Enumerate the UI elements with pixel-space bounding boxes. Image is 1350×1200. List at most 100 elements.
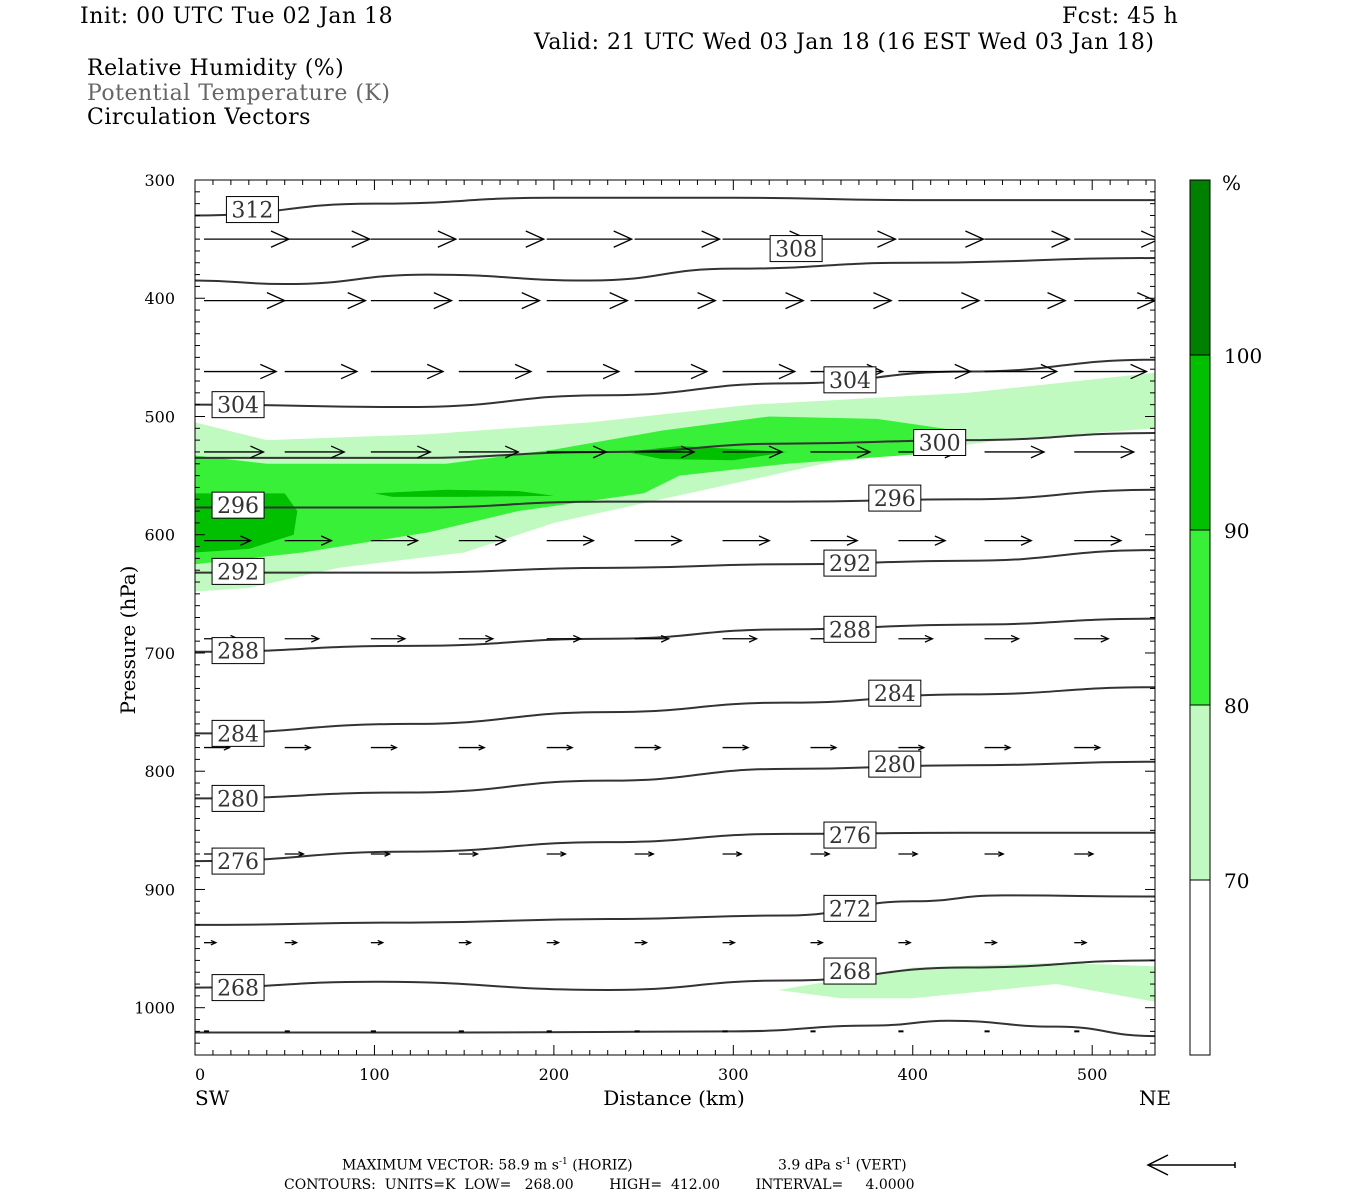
init-time: Init: 00 UTC Tue 02 Jan 18 xyxy=(80,4,394,29)
circulation-vector xyxy=(810,939,824,946)
x-tick-label: 100 xyxy=(359,1065,390,1084)
circulation-vector xyxy=(1074,939,1088,946)
x-tick-label: 300 xyxy=(718,1065,749,1084)
circulation-vector xyxy=(284,363,359,380)
y-tick-label: 700 xyxy=(144,644,175,663)
legend-rh: Relative Humidity (%) xyxy=(87,56,345,81)
circulation-vector xyxy=(1074,851,1095,857)
circulation-vector xyxy=(546,634,583,643)
x-tick-label: 400 xyxy=(897,1065,928,1084)
theta-contour-296 xyxy=(195,488,1155,509)
contour-label-text: 296 xyxy=(874,487,916,512)
circulation-vector xyxy=(810,851,831,857)
theta-contour-272 xyxy=(195,894,1155,926)
contour-label-300: 300 xyxy=(913,429,967,457)
contour-label-text: 308 xyxy=(775,238,817,263)
contour-label-272: 272 xyxy=(823,894,877,922)
circulation-vector xyxy=(1074,445,1136,459)
circulation-vector xyxy=(634,292,717,310)
circulation-vector xyxy=(722,939,737,946)
theta-contour-280 xyxy=(195,760,1155,800)
circulation-vector xyxy=(898,292,981,310)
contour-label-276: 276 xyxy=(211,847,265,875)
circulation-vector xyxy=(898,851,919,857)
circulation-vector xyxy=(546,744,574,751)
theta-contour-268 xyxy=(195,959,1155,991)
circulation-vector xyxy=(634,363,709,380)
circulation-vector xyxy=(284,939,299,946)
circulation-vector xyxy=(284,535,334,546)
circulation-vector xyxy=(634,230,722,248)
circulation-vector xyxy=(898,634,934,643)
contour-label-text: 276 xyxy=(829,824,871,849)
circulation-vector xyxy=(1074,634,1110,643)
y-tick-label: 800 xyxy=(144,762,175,781)
contour-label-text: 304 xyxy=(217,394,259,419)
contour-label-text: 280 xyxy=(874,753,916,778)
circulation-vector xyxy=(284,230,372,248)
circulation-vector xyxy=(1074,230,1155,248)
circulation-vector xyxy=(984,744,1012,751)
valid-time: Valid: 21 UTC Wed 03 Jan 18 (16 EST Wed … xyxy=(534,30,1155,55)
circulation-vector xyxy=(203,230,291,248)
circulation-vector xyxy=(458,939,473,946)
circulation-vector xyxy=(722,535,771,546)
y-axis-label: Pressure (hPa) xyxy=(116,566,140,715)
colorbar-70-80 xyxy=(1190,705,1210,880)
contour-label-text: 292 xyxy=(217,560,259,585)
y-tick-label: 300 xyxy=(144,171,175,190)
y-tick-label: 500 xyxy=(144,407,175,426)
circulation-vector xyxy=(984,939,999,946)
circulation-vector xyxy=(370,230,458,248)
circulation-vector xyxy=(810,230,898,248)
x-end-right-label: NE xyxy=(1139,1086,1171,1110)
contour-label-292: 292 xyxy=(211,557,265,585)
circulation-vector xyxy=(634,634,671,643)
colorbar-level-70: 70 xyxy=(1224,869,1249,893)
circulation-vector xyxy=(458,851,480,857)
x-axis-label: Distance (km) xyxy=(603,1086,745,1110)
colorbar-below-70 xyxy=(1190,880,1210,1055)
rh-region-70-80 xyxy=(778,962,1155,1002)
circulation-vector xyxy=(810,292,893,310)
circulation-vector xyxy=(458,363,533,380)
circulation-vector xyxy=(203,535,253,546)
circulation-vector xyxy=(546,535,596,546)
y-tick-label: 400 xyxy=(144,289,175,308)
footer-contours: CONTOURS: UNITS=K LOW= 268.00 HIGH= 412.… xyxy=(284,1177,915,1193)
contour-label-text: 268 xyxy=(829,960,871,985)
circulation-vector xyxy=(203,939,218,946)
colorbar-level-80: 80 xyxy=(1224,694,1249,718)
circulation-vector xyxy=(634,535,683,546)
circulation-vector xyxy=(634,851,655,857)
circulation-vector xyxy=(1074,744,1102,751)
circulation-vector xyxy=(546,292,630,310)
rh-shading-layer xyxy=(195,372,1155,1002)
circulation-vector xyxy=(458,292,542,310)
theta-contour-284 xyxy=(195,686,1155,735)
circulation-vector xyxy=(984,230,1072,248)
circulation-vector xyxy=(458,445,520,459)
colorbar-level-100: 100 xyxy=(1224,344,1262,368)
circulation-vector xyxy=(898,939,912,946)
axes-layer: 300 400 500 600 700 800 900 1000 0 100 200 300 400 50… xyxy=(134,171,1155,1084)
theta-contour-276 xyxy=(195,831,1155,863)
legend-vectors: Circulation Vectors xyxy=(87,105,311,130)
contour-label-268: 268 xyxy=(823,957,877,985)
circulation-vector xyxy=(370,292,454,310)
contour-label-288: 288 xyxy=(211,637,265,665)
contour-label-text: 284 xyxy=(874,682,916,707)
circulation-vector xyxy=(284,634,321,643)
circulation-vector xyxy=(370,535,420,546)
circulation-vector xyxy=(984,851,1005,857)
colorbar-frame xyxy=(1189,179,1211,1056)
contour-label-text: 288 xyxy=(829,618,871,643)
colorbar-80-90 xyxy=(1190,530,1210,705)
circulation-vector xyxy=(634,445,696,459)
footer-max-vector-horiz: (HORIZ) xyxy=(567,1157,633,1174)
vectors-layer xyxy=(203,230,1155,1033)
footer-vert-sup: -1 xyxy=(842,1157,852,1167)
circulation-vector xyxy=(984,292,1067,310)
contour-label-text: 276 xyxy=(217,850,259,875)
forecast-hour: Fcst: 45 h xyxy=(1062,4,1179,29)
